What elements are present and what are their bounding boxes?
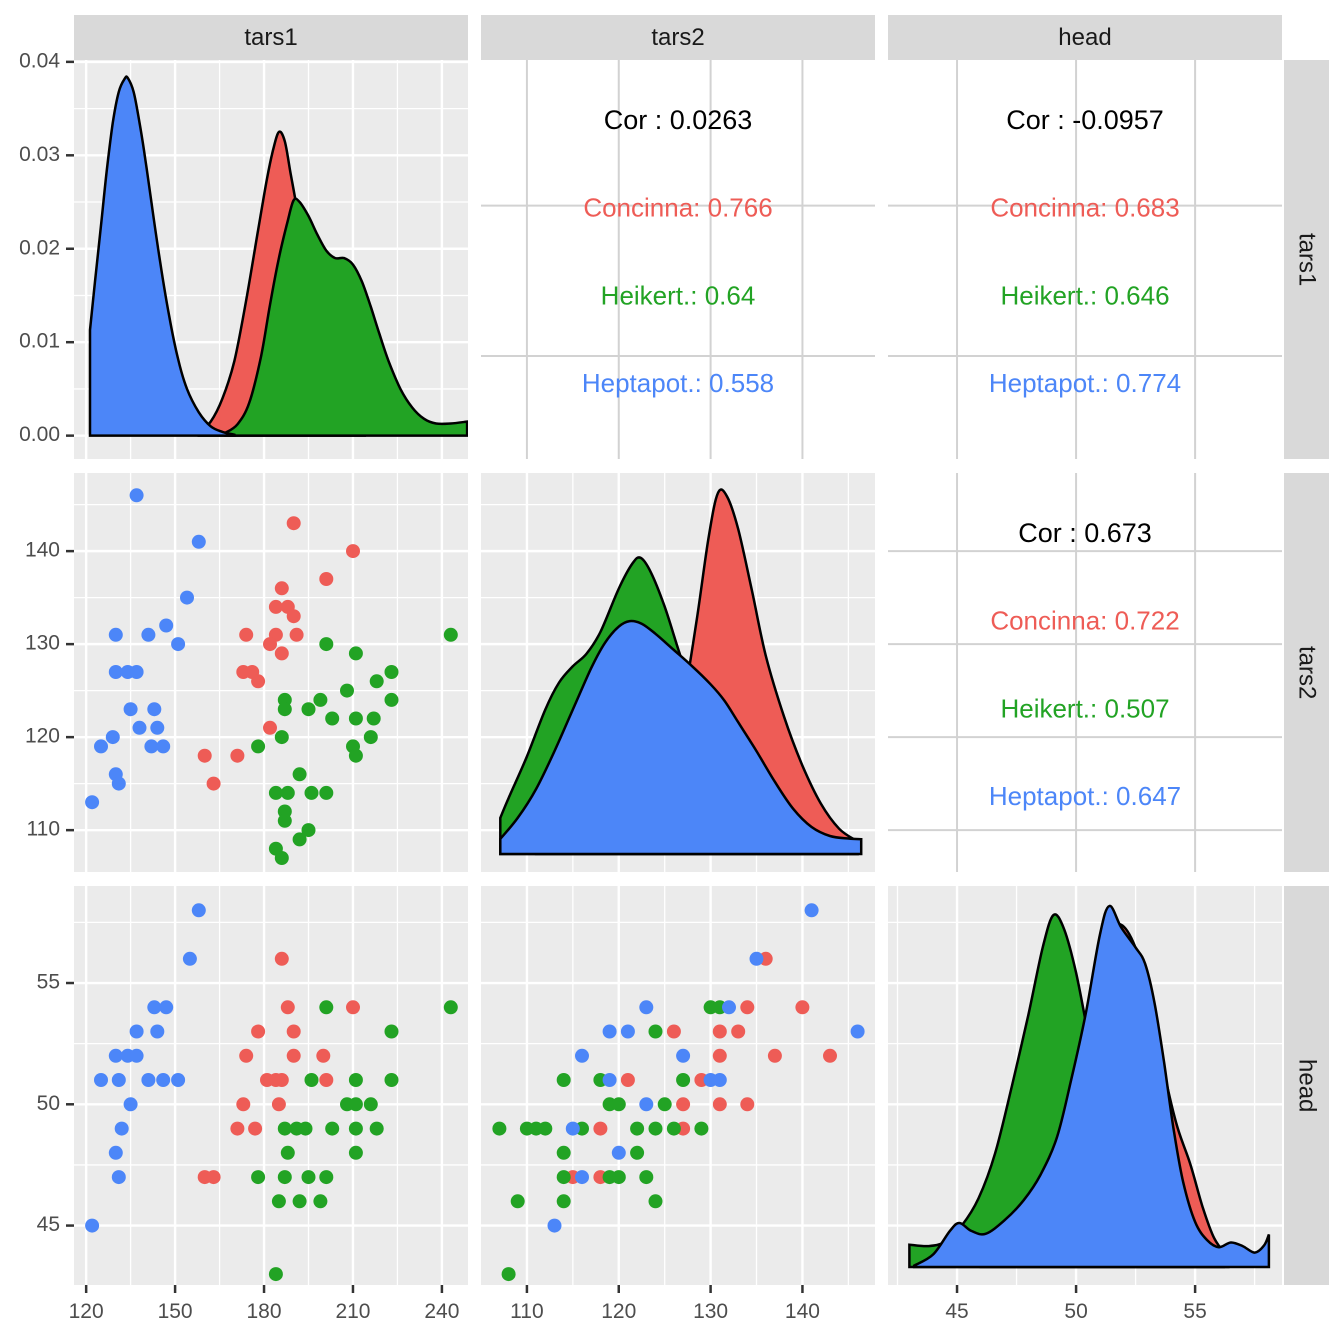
strip-top-tars1: tars1 (74, 15, 468, 60)
panel-r0c1 (481, 60, 875, 459)
scatter-panel-r2c1 (492, 903, 865, 1282)
cor-panel-r0c1: Cor : 0.0263 Concinna: 0.766 Heikert.: 0.6… (582, 105, 774, 398)
x-axis-label-col2: 45 (945, 1300, 968, 1323)
cor-overall-tars1-head: Cor : -0.0957 (1006, 105, 1164, 135)
y-axis-label-row2: 55 (37, 971, 60, 994)
cor-panel-r1c2: Cor : 0.673 Concinna: 0.722 Heikert.: 0.50… (989, 518, 1181, 811)
density-heptapot (88, 75, 236, 437)
x-axis-label-col0: 180 (247, 1300, 282, 1323)
scatter-points-concinna (197, 516, 360, 791)
density-panel-r0c0 (88, 75, 468, 437)
axes: 0.00 0.01 0.02 0.03 0.04 110 120 130 140 45 50 55 12… (19, 49, 1207, 1323)
scatter-points-heptapot (85, 903, 206, 1233)
cor-heikert-tars1-tars2: Heikert.: 0.64 (601, 280, 756, 310)
density-heptapot (912, 904, 1271, 1269)
scatter-panel-r1c0 (85, 488, 458, 865)
strip-label: tars1 (244, 23, 298, 51)
cor-overall-tars2-head: Cor : 0.673 (1018, 518, 1152, 548)
strip-label: tars1 (1293, 232, 1321, 287)
x-axis-label-col0: 240 (424, 1300, 459, 1323)
strip-right-tars1: tars1 (1284, 60, 1329, 459)
cor-heptapot-tars2-head: Heptapot.: 0.647 (989, 781, 1181, 811)
y-axis-label-row1: 110 (27, 818, 60, 841)
x-axis-label-col2: 50 (1064, 1300, 1087, 1323)
x-axis-label-col0: 150 (158, 1300, 193, 1323)
cor-heptapot-tars1-head: Heptapot.: 0.774 (989, 368, 1181, 398)
scatter-points-heikert (251, 627, 458, 865)
strip-label: head (1058, 23, 1112, 51)
x-axis-label-col2: 55 (1183, 1300, 1206, 1323)
scatter-points-heptapot (85, 488, 206, 810)
cor-concinna-tars1-tars2: Concinna: 0.766 (583, 193, 772, 223)
cor-heikert-tars2-head: Heikert.: 0.507 (1000, 693, 1169, 723)
scatter-points-heikert (492, 1000, 727, 1282)
density-panel-r1c1 (499, 488, 863, 856)
cor-heikert-tars1-head: Heikert.: 0.646 (1000, 280, 1169, 310)
y-axis-label-row1: 140 (25, 539, 60, 562)
density-heptapot (499, 619, 863, 856)
strip-label: tars2 (651, 23, 705, 51)
panel-r2c1 (481, 886, 875, 1285)
strip-top-head: head (888, 15, 1282, 60)
x-axis-label-col1: 120 (601, 1300, 636, 1323)
cor-heptapot-tars1-tars2: Heptapot.: 0.558 (582, 368, 774, 398)
strip-label: head (1293, 1058, 1321, 1113)
scatter-points-heikert (251, 1000, 458, 1282)
y-axis-label-row1: 120 (25, 725, 60, 748)
y-axis-label-row0: 0.00 (19, 423, 60, 446)
panel-r1c2 (888, 473, 1282, 872)
scatter-points-concinna (197, 951, 360, 1185)
y-axis-label-row0: 0.01 (19, 330, 60, 353)
cor-concinna-tars1-head: Concinna: 0.683 (990, 193, 1179, 223)
density-heikert (224, 197, 468, 437)
panel-r0c2 (888, 60, 1282, 459)
cor-panel-r0c2: Cor : -0.0957 Concinna: 0.683 Heikert.: 0.… (989, 105, 1181, 398)
strip-top-tars2: tars2 (481, 15, 875, 60)
y-axis-label-row2: 45 (37, 1213, 60, 1236)
scatter-panel-r2c0 (85, 903, 458, 1282)
y-axis-label-row0: 0.04 (19, 49, 60, 72)
cor-overall-tars1-tars2: Cor : 0.0263 (604, 105, 753, 135)
cor-concinna-tars2-head: Concinna: 0.722 (990, 606, 1179, 636)
y-axis-label-row0: 0.03 (19, 143, 60, 166)
x-axis-label-col1: 130 (693, 1300, 728, 1323)
strip-right-head: head (1284, 886, 1329, 1285)
density-panel-r2c2 (908, 904, 1271, 1269)
scatter-points-heptapot (547, 903, 865, 1233)
strip-label: tars2 (1293, 645, 1321, 700)
x-axis-label-col1: 110 (510, 1300, 543, 1323)
x-axis-label-col0: 120 (69, 1300, 104, 1323)
x-axis-label-col0: 210 (335, 1300, 370, 1323)
y-axis-label-row1: 130 (25, 632, 60, 655)
y-axis-label-row2: 50 (37, 1092, 60, 1115)
strip-right-tars2: tars2 (1284, 473, 1329, 872)
panel-r2c0 (74, 886, 468, 1285)
y-axis-label-row0: 0.02 (19, 236, 60, 259)
x-axis-label-col1: 140 (785, 1300, 820, 1323)
